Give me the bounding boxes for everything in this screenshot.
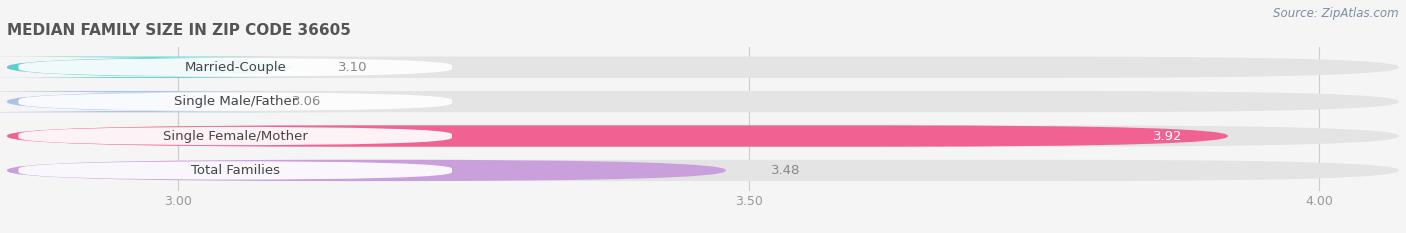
FancyBboxPatch shape (0, 57, 349, 78)
FancyBboxPatch shape (18, 58, 451, 76)
FancyBboxPatch shape (7, 91, 1399, 112)
FancyBboxPatch shape (18, 127, 451, 145)
Text: 3.92: 3.92 (1153, 130, 1182, 143)
Text: Single Female/Mother: Single Female/Mother (163, 130, 308, 143)
Text: Total Families: Total Families (191, 164, 280, 177)
FancyBboxPatch shape (0, 91, 349, 112)
FancyBboxPatch shape (7, 125, 1227, 147)
Text: Single Male/Father: Single Male/Father (173, 95, 297, 108)
FancyBboxPatch shape (7, 160, 725, 181)
FancyBboxPatch shape (18, 161, 451, 180)
FancyBboxPatch shape (18, 92, 451, 111)
FancyBboxPatch shape (7, 57, 1399, 78)
Text: 3.10: 3.10 (337, 61, 367, 74)
FancyBboxPatch shape (7, 160, 1399, 181)
Text: Source: ZipAtlas.com: Source: ZipAtlas.com (1274, 7, 1399, 20)
Text: MEDIAN FAMILY SIZE IN ZIP CODE 36605: MEDIAN FAMILY SIZE IN ZIP CODE 36605 (7, 24, 351, 38)
FancyBboxPatch shape (7, 125, 1399, 147)
Text: 3.48: 3.48 (772, 164, 801, 177)
Text: 3.06: 3.06 (292, 95, 322, 108)
Text: Married-Couple: Married-Couple (184, 61, 287, 74)
